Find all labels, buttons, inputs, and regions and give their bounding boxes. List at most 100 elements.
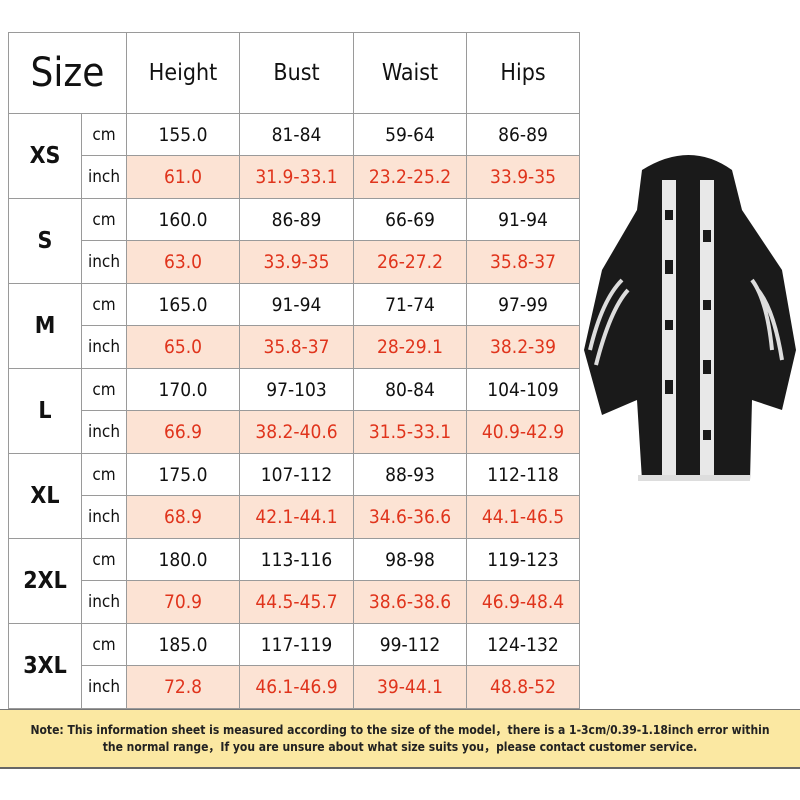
size-label: XL	[8, 453, 82, 539]
size-row-inch: inch 61.0 31.9-33.1 23.2-25.2 33.9-35	[9, 155, 580, 199]
unit-label: cm	[81, 623, 127, 666]
height-inch-cell: 61.0	[126, 155, 240, 199]
hips-header: Hips	[466, 32, 580, 114]
size-row-cm: XS cm 155.0 81-84 59-64 86-89	[8, 113, 580, 199]
size-row-inch: inch 70.9 44.5-45.7 38.6-38.6 46.9-48.4	[9, 580, 580, 624]
hips-cm-cell: 97-99	[466, 283, 580, 326]
waist-inch-cell: 39-44.1	[353, 665, 467, 709]
waist-inch-cell: 23.2-25.2	[353, 155, 467, 199]
size-label: 3XL	[8, 623, 82, 709]
waist-cm-cell: 80-84	[353, 368, 467, 411]
height-cm-cell: 155.0	[126, 113, 240, 156]
hips-inch-cell: 48.8-52	[466, 665, 580, 709]
size-row-cm: 2XL cm 180.0 113-116 98-98 119-123	[8, 538, 580, 624]
waist-inch-cell: 31.5-33.1	[353, 410, 467, 454]
height-cm-cell: 185.0	[126, 623, 240, 666]
size-row-cm: XL cm 175.0 107-112 88-93 112-118	[8, 453, 580, 539]
bust-cm-cell: 86-89	[239, 198, 354, 241]
bust-inch-cell: 35.8-37	[239, 325, 354, 369]
unit-label: inch	[81, 665, 127, 709]
height-cm-cell: 160.0	[126, 198, 240, 241]
height-inch-cell: 70.9	[126, 580, 240, 624]
size-row-cm: 3XL cm 185.0 117-119 99-112 124-132	[8, 623, 580, 709]
hips-inch-cell: 38.2-39	[466, 325, 580, 369]
unit-label: inch	[81, 240, 127, 284]
waist-inch-cell: 26-27.2	[353, 240, 467, 284]
height-cm-cell: 170.0	[126, 368, 240, 411]
height-cm-cell: 175.0	[126, 453, 240, 496]
waist-inch-cell: 28-29.1	[353, 325, 467, 369]
waist-cm-cell: 59-64	[353, 113, 467, 156]
unit-label: inch	[81, 410, 127, 454]
height-inch-cell: 68.9	[126, 495, 240, 539]
bust-inch-cell: 38.2-40.6	[239, 410, 354, 454]
height-inch-cell: 63.0	[126, 240, 240, 284]
bust-cm-cell: 117-119	[239, 623, 354, 666]
size-label: S	[8, 198, 82, 284]
bust-header: Bust	[239, 32, 354, 114]
size-row-inch: inch 63.0 33.9-35 26-27.2 35.8-37	[9, 240, 580, 284]
waist-inch-cell: 34.6-36.6	[353, 495, 467, 539]
bust-inch-cell: 44.5-45.7	[239, 580, 354, 624]
hips-inch-cell: 35.8-37	[466, 240, 580, 284]
size-label: M	[8, 283, 82, 369]
waist-cm-cell: 99-112	[353, 623, 467, 666]
waist-inch-cell: 38.6-38.6	[353, 580, 467, 624]
bust-cm-cell: 81-84	[239, 113, 354, 156]
unit-label: inch	[81, 495, 127, 539]
bust-cm-cell: 91-94	[239, 283, 354, 326]
size-label: 2XL	[8, 538, 82, 624]
note-banner: Note: This information sheet is measured…	[0, 709, 800, 769]
unit-label: cm	[81, 113, 127, 156]
waist-cm-cell: 98-98	[353, 538, 467, 581]
unit-label: inch	[81, 155, 127, 199]
hips-inch-cell: 46.9-48.4	[466, 580, 580, 624]
bust-cm-cell: 107-112	[239, 453, 354, 496]
hips-inch-cell: 40.9-42.9	[466, 410, 580, 454]
unit-label: cm	[81, 538, 127, 581]
hips-cm-cell: 104-109	[466, 368, 580, 411]
unit-label: cm	[81, 368, 127, 411]
height-cm-cell: 180.0	[126, 538, 240, 581]
hips-cm-cell: 112-118	[466, 453, 580, 496]
hips-cm-cell: 124-132	[466, 623, 580, 666]
size-chart-table: Size Height Bust Waist Hips XS cm 155.0 81-…	[8, 32, 580, 709]
header-row: Size Height Bust Waist Hips	[8, 32, 580, 114]
waist-cm-cell: 71-74	[353, 283, 467, 326]
height-inch-cell: 65.0	[126, 325, 240, 369]
height-inch-cell: 72.8	[126, 665, 240, 709]
size-row-inch: inch 68.9 42.1-44.1 34.6-36.6 44.1-46.5	[9, 495, 580, 539]
bust-cm-cell: 113-116	[239, 538, 354, 581]
unit-label: inch	[81, 580, 127, 624]
coat-image	[584, 155, 796, 481]
bust-inch-cell: 42.1-44.1	[239, 495, 354, 539]
bust-cm-cell: 97-103	[239, 368, 354, 411]
unit-label: cm	[81, 283, 127, 326]
unit-label: cm	[81, 198, 127, 241]
hips-cm-cell: 119-123	[466, 538, 580, 581]
size-row-inch: inch 65.0 35.8-37 28-29.1 38.2-39	[9, 325, 580, 369]
bust-inch-cell: 31.9-33.1	[239, 155, 354, 199]
hips-inch-cell: 44.1-46.5	[466, 495, 580, 539]
hips-cm-cell: 86-89	[466, 113, 580, 156]
unit-label: cm	[81, 453, 127, 496]
bust-inch-cell: 33.9-35	[239, 240, 354, 284]
waist-cm-cell: 66-69	[353, 198, 467, 241]
waist-cm-cell: 88-93	[353, 453, 467, 496]
unit-label: inch	[81, 325, 127, 369]
height-header: Height	[126, 32, 240, 114]
size-row-inch: inch 66.9 38.2-40.6 31.5-33.1 40.9-42.9	[9, 410, 580, 454]
waist-header: Waist	[353, 32, 467, 114]
hips-cm-cell: 91-94	[466, 198, 580, 241]
hips-inch-cell: 33.9-35	[466, 155, 580, 199]
bust-inch-cell: 46.1-46.9	[239, 665, 354, 709]
size-label: L	[8, 368, 82, 454]
height-inch-cell: 66.9	[126, 410, 240, 454]
size-header: Size	[8, 32, 127, 114]
height-cm-cell: 165.0	[126, 283, 240, 326]
size-row-inch: inch 72.8 46.1-46.9 39-44.1 48.8-52	[9, 665, 580, 709]
size-label: XS	[8, 113, 82, 199]
